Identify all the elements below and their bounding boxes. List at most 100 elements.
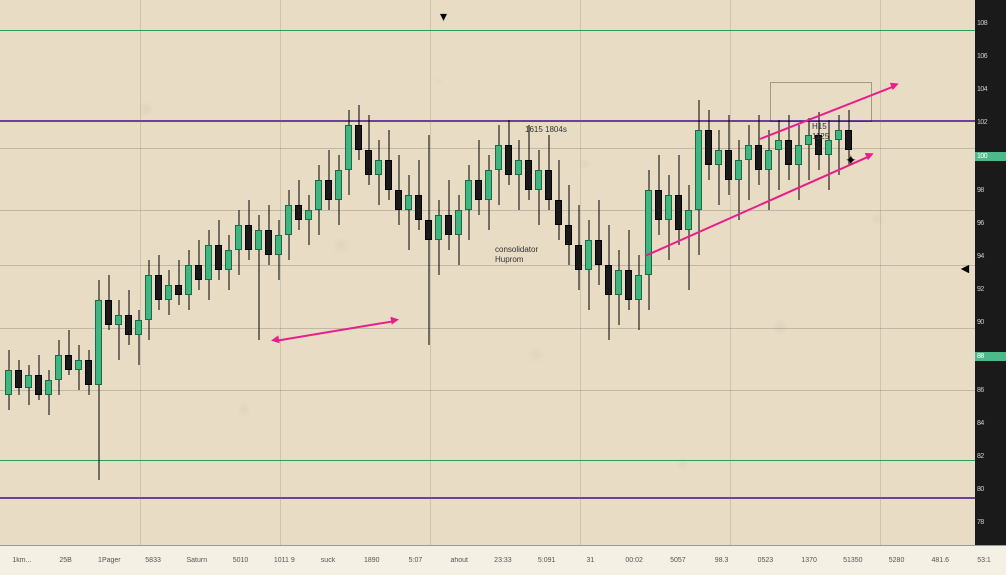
candlestick[interactable] bbox=[285, 0, 292, 546]
candlestick[interactable] bbox=[475, 0, 482, 546]
candlestick[interactable] bbox=[115, 0, 122, 546]
candlestick[interactable] bbox=[585, 0, 592, 546]
candlestick[interactable] bbox=[125, 0, 132, 546]
time-tick-label: Saturn bbox=[175, 557, 219, 564]
arrow-head-icon bbox=[865, 150, 876, 161]
candlestick[interactable] bbox=[545, 0, 552, 546]
candlestick[interactable] bbox=[335, 0, 342, 546]
candlestick[interactable] bbox=[695, 0, 702, 546]
candlestick[interactable] bbox=[165, 0, 172, 546]
price-axis[interactable]: 1081061041021009896949290888684828078 bbox=[975, 0, 1006, 546]
candlestick[interactable] bbox=[745, 0, 752, 546]
candlestick[interactable] bbox=[725, 0, 732, 546]
candlestick[interactable] bbox=[15, 0, 22, 546]
candlestick[interactable] bbox=[665, 0, 672, 546]
candlestick[interactable] bbox=[25, 0, 32, 546]
candle-body bbox=[525, 160, 532, 190]
candlestick[interactable] bbox=[225, 0, 232, 546]
candlestick[interactable] bbox=[765, 0, 772, 546]
candlestick[interactable] bbox=[515, 0, 522, 546]
text-annotation[interactable]: consolidator bbox=[495, 245, 538, 254]
candlestick[interactable] bbox=[655, 0, 662, 546]
candlestick[interactable] bbox=[145, 0, 152, 546]
candlestick[interactable] bbox=[395, 0, 402, 546]
candlestick[interactable] bbox=[185, 0, 192, 546]
candlestick[interactable] bbox=[65, 0, 72, 546]
candlestick[interactable] bbox=[345, 0, 352, 546]
candlestick[interactable] bbox=[535, 0, 542, 546]
candlestick[interactable] bbox=[825, 0, 832, 546]
candlestick[interactable] bbox=[785, 0, 792, 546]
candlestick[interactable] bbox=[605, 0, 612, 546]
candlestick[interactable] bbox=[465, 0, 472, 546]
candlestick[interactable] bbox=[805, 0, 812, 546]
candlestick[interactable] bbox=[525, 0, 532, 546]
candlestick[interactable] bbox=[155, 0, 162, 546]
time-axis[interactable]: 1km...25B1Pager5833Saturn50101011 9suck1… bbox=[0, 545, 1006, 575]
candle-body bbox=[415, 195, 422, 220]
candlestick[interactable] bbox=[255, 0, 262, 546]
candlestick[interactable] bbox=[175, 0, 182, 546]
candlestick[interactable] bbox=[75, 0, 82, 546]
candlestick[interactable] bbox=[35, 0, 42, 546]
candle-wick bbox=[828, 120, 829, 190]
candlestick[interactable] bbox=[645, 0, 652, 546]
candlestick[interactable] bbox=[685, 0, 692, 546]
candlestick[interactable] bbox=[675, 0, 682, 546]
candlestick[interactable] bbox=[595, 0, 602, 546]
candlestick[interactable] bbox=[385, 0, 392, 546]
candlestick[interactable] bbox=[355, 0, 362, 546]
candlestick[interactable] bbox=[195, 0, 202, 546]
candlestick[interactable] bbox=[85, 0, 92, 546]
candlestick[interactable] bbox=[365, 0, 372, 546]
candle-body bbox=[155, 275, 162, 300]
candlestick[interactable] bbox=[295, 0, 302, 546]
candlestick[interactable] bbox=[835, 0, 842, 546]
candlestick[interactable] bbox=[45, 0, 52, 546]
candlestick[interactable] bbox=[215, 0, 222, 546]
candlestick[interactable] bbox=[435, 0, 442, 546]
candlestick[interactable] bbox=[755, 0, 762, 546]
candlestick[interactable] bbox=[575, 0, 582, 546]
candlestick[interactable] bbox=[425, 0, 432, 546]
candlestick[interactable] bbox=[5, 0, 12, 546]
candlestick[interactable] bbox=[775, 0, 782, 546]
candlestick[interactable] bbox=[315, 0, 322, 546]
text-annotation[interactable]: H15 bbox=[812, 122, 827, 131]
candlestick[interactable] bbox=[325, 0, 332, 546]
candlestick[interactable] bbox=[95, 0, 102, 546]
candlestick[interactable] bbox=[555, 0, 562, 546]
candlestick[interactable] bbox=[265, 0, 272, 546]
candlestick[interactable] bbox=[55, 0, 62, 546]
text-annotation[interactable]: 1125 bbox=[812, 132, 829, 141]
candlestick[interactable] bbox=[375, 0, 382, 546]
candlestick[interactable] bbox=[735, 0, 742, 546]
candlestick[interactable] bbox=[615, 0, 622, 546]
candlestick[interactable] bbox=[245, 0, 252, 546]
candlestick[interactable] bbox=[795, 0, 802, 546]
candlestick[interactable] bbox=[415, 0, 422, 546]
text-annotation[interactable]: Huprom bbox=[495, 255, 523, 264]
candlestick[interactable] bbox=[235, 0, 242, 546]
candlestick[interactable] bbox=[405, 0, 412, 546]
candlestick[interactable] bbox=[505, 0, 512, 546]
candlestick[interactable] bbox=[485, 0, 492, 546]
candlestick[interactable] bbox=[625, 0, 632, 546]
candlestick[interactable] bbox=[845, 0, 852, 546]
candlestick[interactable] bbox=[105, 0, 112, 546]
text-annotation[interactable]: 1615 1804s bbox=[525, 125, 567, 134]
candlestick[interactable] bbox=[305, 0, 312, 546]
candlestick[interactable] bbox=[135, 0, 142, 546]
candlestick[interactable] bbox=[815, 0, 822, 546]
candlestick[interactable] bbox=[565, 0, 572, 546]
chart-plot-area[interactable]: 1615 1804sconsolidatorHupromH151125▾✦◄ bbox=[0, 0, 975, 546]
candlestick[interactable] bbox=[715, 0, 722, 546]
candlestick[interactable] bbox=[275, 0, 282, 546]
candlestick[interactable] bbox=[205, 0, 212, 546]
candlestick[interactable] bbox=[445, 0, 452, 546]
candlestick[interactable] bbox=[635, 0, 642, 546]
candlestick[interactable] bbox=[495, 0, 502, 546]
price-tick-label: 82 bbox=[975, 453, 1006, 460]
candlestick[interactable] bbox=[455, 0, 462, 546]
candlestick[interactable] bbox=[705, 0, 712, 546]
